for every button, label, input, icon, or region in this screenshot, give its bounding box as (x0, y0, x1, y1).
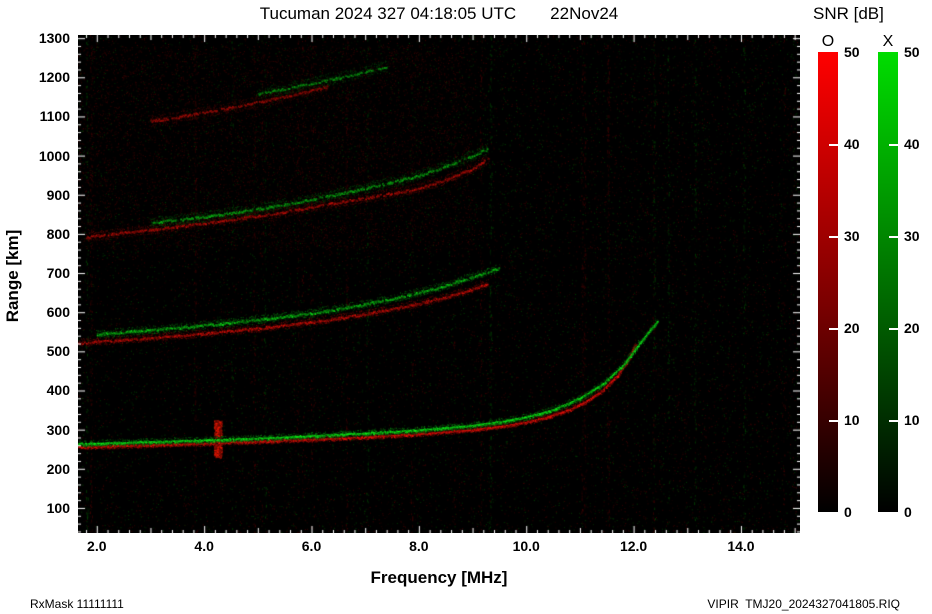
y-tick-label: 1000 (38, 147, 70, 164)
x-axis-label: Frequency [MHz] (370, 568, 508, 587)
y-tick-label: 600 (46, 304, 70, 321)
colorbar-tick-label: 0 (844, 504, 852, 520)
x-tick-label: 2.0 (87, 538, 107, 554)
colorbar-tick-mark (889, 420, 898, 422)
colorbar-tick-mark (829, 236, 838, 238)
colorbar-tick-mark (889, 328, 898, 330)
y-tick-label: 900 (46, 186, 70, 203)
rxmask-label: RxMask 11111111 (30, 597, 124, 611)
colorbar-tick-label: 40 (904, 136, 920, 152)
colorbar-tick-mark (889, 144, 898, 146)
colorbar-title: SNR [dB] (813, 4, 884, 23)
y-tick-label: 200 (46, 460, 70, 477)
x-mode-colorbar (878, 52, 898, 512)
y-tick-label: 500 (46, 343, 70, 360)
ionogram-plot-canvas (78, 35, 800, 533)
y-tick-label: 400 (46, 382, 70, 399)
x-mode-label: X (882, 33, 894, 50)
o-mode-colorbar (818, 52, 838, 512)
x-tick-label: 10.0 (512, 538, 540, 554)
colorbar-tick-label: 40 (844, 136, 860, 152)
colorbar-tick-label: 10 (844, 412, 860, 428)
y-tick-label: 1100 (39, 108, 70, 125)
y-tick-label: 100 (46, 499, 70, 516)
x-tick-label: 6.0 (301, 538, 322, 554)
colorbar-tick-mark (829, 144, 838, 146)
x-tick-label: 8.0 (409, 538, 429, 554)
colorbar-tick-mark (829, 420, 838, 422)
x-tick-label: 4.0 (194, 538, 214, 554)
plot-date: 22Nov24 (550, 4, 619, 23)
plot-title: Tucuman 2024 327 04:18:05 UTC (259, 4, 517, 23)
colorbar-tick-label: 50 (844, 44, 860, 60)
colorbar-tick-label: 0 (904, 504, 912, 520)
colorbar-tick-label: 30 (904, 228, 920, 244)
colorbar-tick-mark (829, 328, 838, 330)
colorbar-tick-label: 30 (844, 228, 860, 244)
y-tick-label: 700 (46, 265, 70, 282)
y-tick-label: 800 (46, 225, 70, 242)
title-row: Tucuman 2024 327 04:18:05 UTC 22Nov24 (78, 4, 800, 24)
o-mode-label: O (821, 33, 835, 50)
x-tick-label: 14.0 (727, 538, 755, 554)
x-tick-label: 12.0 (619, 538, 648, 554)
colorbar-tick-mark (889, 236, 898, 238)
colorbar-tick-label: 10 (904, 412, 920, 428)
colorbar-tick-label: 50 (904, 44, 920, 60)
colorbar-tick-label: 20 (904, 320, 920, 336)
y-tick-label: 1300 (38, 30, 70, 47)
data-file-label: VIPIR TMJ20_2024327041805.RIQ (707, 597, 900, 611)
y-tick-label: 300 (46, 421, 70, 438)
colorbar-tick-label: 20 (844, 320, 860, 336)
y-tick-label: 1200 (38, 69, 70, 86)
